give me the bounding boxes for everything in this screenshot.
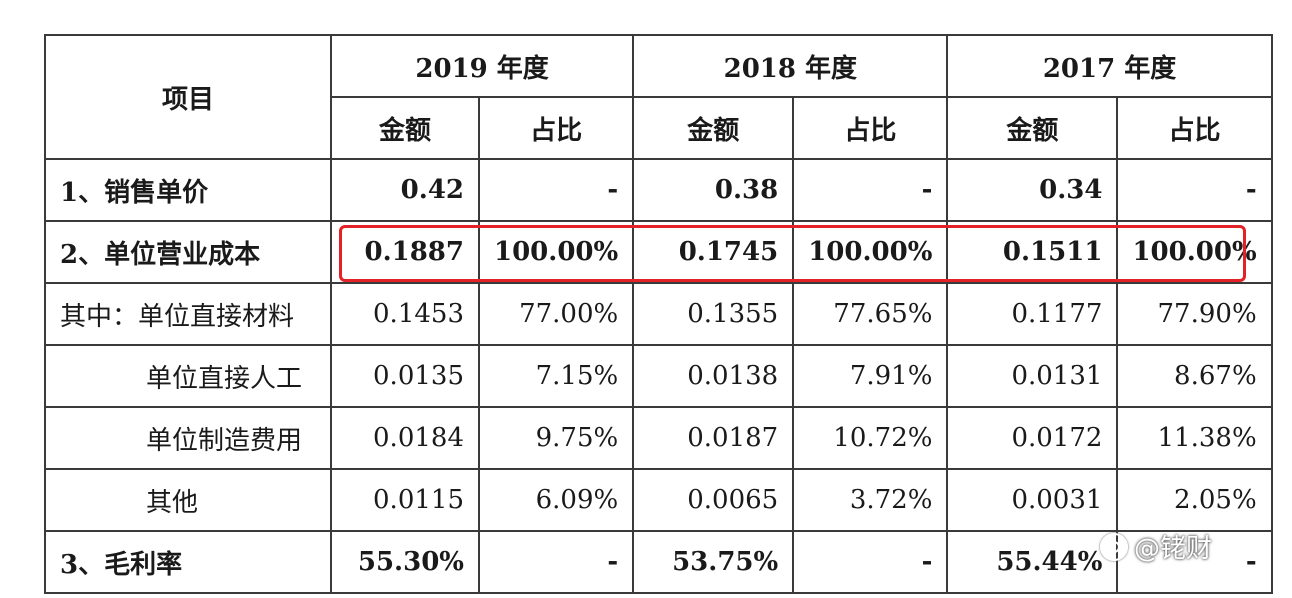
cell-value: 100.00%	[477, 220, 635, 284]
cell-value: 0.0115	[330, 468, 480, 532]
cell-value: 0.1887	[330, 220, 480, 284]
header-amount: 金额	[946, 96, 1119, 160]
row-label: 其中：单位直接材料	[44, 282, 332, 346]
header-item: 项目	[44, 34, 332, 160]
cell-value: 11.38%	[1116, 406, 1273, 470]
header-year-2017: 2017 年度	[946, 34, 1273, 98]
cell-value: 0.0184	[330, 406, 480, 470]
header-year-2018: 2018 年度	[632, 34, 949, 98]
row-label: 3、毛利率	[44, 530, 332, 594]
cell-value: 0.0187	[632, 406, 795, 470]
header-amount: 金额	[632, 96, 795, 160]
watermark: @铑财	[1100, 528, 1212, 565]
cell-value: 55.44%	[946, 530, 1119, 594]
cost-table: 项目 2019 年度 2018 年度 2017 年度 金额 占比 金额 占比 金…	[44, 34, 1273, 594]
cell-value: 0.38	[632, 158, 795, 222]
cell-value: 100.00%	[1116, 220, 1273, 284]
cell-value: 0.1177	[946, 282, 1119, 346]
watermark-text: @铑财	[1134, 534, 1213, 564]
cell-value: 0.42	[330, 158, 480, 222]
row-label: 1、销售单价	[44, 158, 332, 222]
cell-value: 0.1511	[946, 220, 1119, 284]
cell-value: 10.72%	[792, 406, 949, 470]
table-row: 单位直接人工 0.0135 7.15% 0.0138 7.91% 0.0131 …	[44, 344, 1273, 408]
cell-value: 3.72%	[792, 468, 949, 532]
cell-value: 0.1355	[632, 282, 795, 346]
cell-value: 0.0131	[946, 344, 1119, 408]
row-label: 其他	[44, 468, 332, 532]
cell-value: 0.0138	[632, 344, 795, 408]
cell-value: 6.09%	[477, 468, 635, 532]
cell-value: 0.0031	[946, 468, 1119, 532]
table-row: 其他 0.0115 6.09% 0.0065 3.72% 0.0031 2.05…	[44, 468, 1273, 532]
row-label: 单位直接人工	[44, 344, 332, 408]
cell-value: 77.00%	[477, 282, 635, 346]
row-label: 2、单位营业成本	[44, 220, 332, 284]
header-ratio: 占比	[477, 96, 635, 160]
cell-value: -	[477, 158, 635, 222]
row-label: 单位制造费用	[44, 406, 332, 470]
cell-value: 9.75%	[477, 406, 635, 470]
header-ratio: 占比	[1116, 96, 1273, 160]
table-row: 2、单位营业成本 0.1887 100.00% 0.1745 100.00% 0…	[44, 220, 1273, 284]
table-row: 单位制造费用 0.0184 9.75% 0.0187 10.72% 0.0172…	[44, 406, 1273, 470]
cell-value: -	[477, 530, 635, 594]
cell-value: -	[792, 530, 949, 594]
table-row: 其中：单位直接材料 0.1453 77.00% 0.1355 77.65% 0.…	[44, 282, 1273, 346]
cell-value: 2.05%	[1116, 468, 1273, 532]
header-year-2019: 2019 年度	[329, 34, 635, 98]
platform-logo-icon	[1100, 532, 1128, 561]
table-row: 1、销售单价 0.42 - 0.38 - 0.34 -	[44, 158, 1273, 222]
cell-value: 0.1453	[330, 282, 480, 346]
cell-value: 53.75%	[632, 530, 795, 594]
cell-value: 0.0065	[632, 468, 795, 532]
cell-value: -	[1116, 158, 1273, 222]
cell-value: 77.90%	[1116, 282, 1273, 346]
table-row: 3、毛利率 55.30% - 53.75% - 55.44% -	[44, 530, 1273, 594]
cell-value: 77.65%	[792, 282, 949, 346]
cell-value: 0.1745	[632, 220, 795, 284]
cell-value: 7.15%	[477, 344, 635, 408]
cell-value: 0.34	[946, 158, 1119, 222]
cell-value: 7.91%	[792, 344, 949, 408]
cell-value: 100.00%	[792, 220, 949, 284]
cell-value: 55.30%	[330, 530, 480, 594]
cell-value: -	[1116, 530, 1273, 594]
cell-value: 0.0135	[330, 344, 480, 408]
cell-value: -	[792, 158, 949, 222]
header-amount: 金额	[330, 96, 480, 160]
cell-value: 0.0172	[946, 406, 1119, 470]
cell-value: 8.67%	[1116, 344, 1273, 408]
header-ratio: 占比	[792, 96, 949, 160]
